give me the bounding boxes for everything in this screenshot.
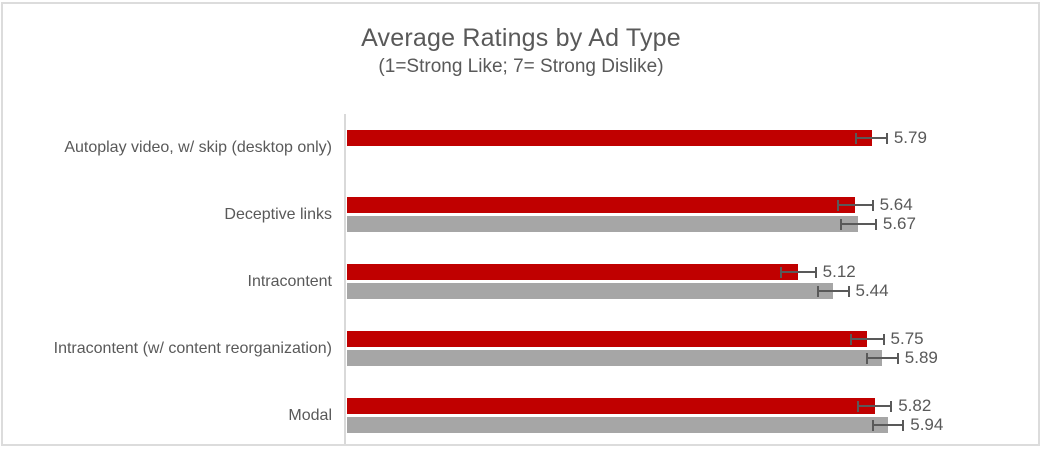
bar-series-gray bbox=[347, 350, 883, 366]
value-label: 5.79 bbox=[893, 128, 927, 147]
category-axis-line bbox=[344, 114, 346, 444]
error-bar-line bbox=[872, 424, 904, 426]
category-label: Autoplay video, w/ skip (desktop only) bbox=[64, 138, 332, 156]
error-bar-cap-left bbox=[816, 285, 819, 297]
error-bar-cap-right bbox=[902, 419, 905, 431]
error-bar-cap-left bbox=[849, 333, 852, 345]
error-bar-cap-right bbox=[874, 218, 877, 230]
error-bar-line bbox=[780, 271, 816, 273]
error-bar-cap-left bbox=[836, 199, 839, 211]
bar-series-gray bbox=[347, 283, 834, 299]
bar-series-red bbox=[347, 398, 875, 414]
category-label: Deceptive links bbox=[224, 205, 332, 223]
error-bar-cap-right bbox=[814, 266, 817, 278]
error-bar-cap-right bbox=[882, 333, 885, 345]
error-bar-line bbox=[856, 137, 887, 139]
error-bar-cap-left bbox=[866, 352, 869, 364]
value-label: 5.67 bbox=[882, 214, 916, 233]
error-bar-cap-right bbox=[847, 285, 850, 297]
chart-title: Average Ratings by Ad Type bbox=[361, 24, 681, 52]
bar-series-red bbox=[347, 264, 799, 280]
error-bar-cap-right bbox=[896, 352, 899, 364]
category-label: Intracontent (w/ content reorganization) bbox=[53, 339, 332, 357]
bar-series-red bbox=[347, 130, 872, 146]
error-bar-cap-right bbox=[871, 199, 874, 211]
category-label: Intracontent bbox=[247, 272, 333, 290]
error-bar-line bbox=[850, 338, 884, 340]
error-bar-cap-left bbox=[839, 218, 842, 230]
error-bar-cap-left bbox=[855, 132, 858, 144]
error-bar-line bbox=[867, 357, 898, 359]
value-label: 5.89 bbox=[904, 348, 938, 367]
error-bar-cap-right bbox=[890, 400, 893, 412]
bar-series-gray bbox=[347, 417, 888, 433]
error-bar-line bbox=[858, 405, 892, 407]
error-bar-line bbox=[837, 204, 873, 206]
value-label: 5.75 bbox=[890, 329, 924, 348]
bar-series-red bbox=[347, 331, 868, 347]
value-label: 5.82 bbox=[898, 396, 932, 415]
bar-series-red bbox=[347, 197, 856, 213]
chart-subtitle: (1=Strong Like; 7= Strong Dislike) bbox=[378, 56, 664, 77]
value-label: 5.12 bbox=[822, 262, 856, 281]
value-label: 5.64 bbox=[879, 195, 913, 214]
error-bar-cap-left bbox=[857, 400, 860, 412]
value-label: 5.94 bbox=[910, 415, 944, 434]
error-bar-cap-right bbox=[885, 132, 888, 144]
error-bar-line bbox=[817, 290, 849, 292]
value-label: 5.44 bbox=[855, 281, 889, 300]
error-bar-cap-left bbox=[779, 266, 782, 278]
category-label: Modal bbox=[288, 406, 332, 424]
error-bar-line bbox=[840, 223, 876, 225]
error-bar-cap-left bbox=[871, 419, 874, 431]
bar-series-gray bbox=[347, 216, 859, 232]
